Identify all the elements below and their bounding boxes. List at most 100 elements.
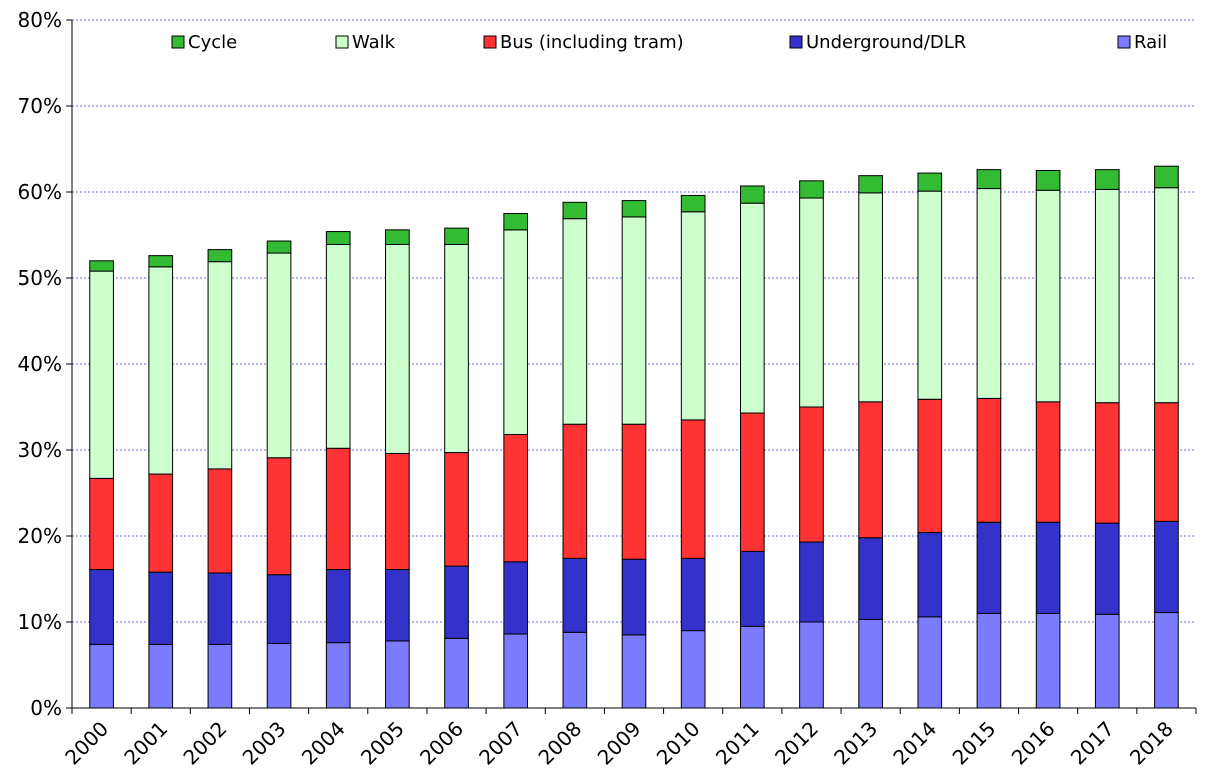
- bar-segment-walk-2005: [385, 243, 410, 454]
- bar-segment-bus-including-tram-2007: [503, 434, 529, 563]
- x-tick-label: 2006: [415, 717, 468, 770]
- bar-segment-underground-dlr-2014: [917, 532, 943, 618]
- bar-segment-underground-dlr-2001: [148, 571, 174, 645]
- bar-segment-underground-dlr-2017: [1094, 522, 1120, 615]
- legend-label: Cycle: [188, 32, 237, 53]
- x-tick-label: 2008: [533, 717, 586, 770]
- bar-segment-walk-2008: [562, 218, 588, 425]
- x-tick-label: 2003: [238, 717, 291, 770]
- bar-segment-walk-2018: [1154, 187, 1179, 404]
- bar-segment-rail-2012: [799, 621, 824, 709]
- bar-segment-bus-including-tram-2010: [680, 419, 706, 559]
- bar-stacks: [89, 165, 1179, 709]
- bar-segment-cycle-2017: [1094, 169, 1120, 190]
- axes: [66, 19, 1197, 714]
- legend-swatch: [789, 35, 803, 49]
- bar-segment-underground-dlr-2015: [976, 521, 1002, 614]
- bar-segment-underground-dlr-2008: [562, 557, 588, 633]
- legend-swatch: [1117, 35, 1131, 49]
- y-tick-label: 60%: [18, 180, 62, 204]
- bar-segment-bus-including-tram-2018: [1154, 402, 1179, 522]
- x-tick-label: 2011: [711, 717, 764, 770]
- bar-segment-rail-2003: [266, 643, 292, 709]
- bar-segment-underground-dlr-2010: [680, 557, 706, 632]
- bar-segment-cycle-2008: [562, 201, 588, 220]
- bar-segment-bus-including-tram-2012: [799, 406, 824, 543]
- bar-segment-walk-2002: [207, 261, 233, 470]
- bar-segment-bus-including-tram-2016: [1035, 401, 1061, 523]
- bar-segment-cycle-2011: [739, 185, 765, 204]
- x-tick-label: 2014: [888, 717, 941, 770]
- bar-segment-walk-2003: [266, 252, 292, 459]
- bar-segment-rail-2001: [148, 643, 174, 709]
- bar-segment-walk-2001: [148, 266, 174, 475]
- bar-segment-rail-2016: [1035, 612, 1061, 709]
- x-tick-label: 2015: [948, 717, 1001, 770]
- y-tick-label: 10%: [18, 610, 62, 634]
- legend-label: Rail: [1134, 32, 1167, 53]
- bar-segment-underground-dlr-2000: [89, 569, 114, 645]
- bar-segment-cycle-2007: [503, 213, 529, 231]
- bar-segment-cycle-2006: [444, 227, 469, 245]
- bar-segment-bus-including-tram-2015: [976, 397, 1002, 523]
- y-tick-label: 70%: [18, 94, 62, 118]
- bar-segment-bus-including-tram-2000: [89, 477, 114, 571]
- bar-segment-walk-2017: [1094, 188, 1120, 404]
- legend-label: Walk: [352, 32, 396, 53]
- bar-segment-rail-2002: [207, 643, 233, 709]
- bar-segment-bus-including-tram-2003: [266, 457, 292, 576]
- bar-segment-cycle-2016: [1035, 170, 1061, 191]
- bar-segment-walk-2015: [976, 188, 1002, 399]
- bar-segment-rail-2015: [976, 612, 1002, 709]
- bar-segment-cycle-2004: [325, 231, 351, 245]
- bar-segment-bus-including-tram-2009: [621, 423, 647, 560]
- legend-swatch: [171, 35, 185, 49]
- bar-segment-underground-dlr-2012: [799, 541, 824, 623]
- bar-segment-underground-dlr-2004: [325, 569, 351, 644]
- x-tick-label: 2005: [356, 717, 409, 770]
- legend-label: Bus (including tram): [500, 32, 684, 53]
- bar-segment-cycle-2013: [858, 175, 883, 194]
- bar-segment-rail-2009: [621, 634, 647, 709]
- y-tick-label: 80%: [18, 8, 62, 32]
- bar-segment-underground-dlr-2011: [739, 550, 765, 627]
- y-tick-label: 30%: [18, 438, 62, 462]
- bar-segment-cycle-2015: [976, 169, 1002, 190]
- bar-segment-rail-2008: [562, 631, 588, 709]
- bar-segment-cycle-2012: [799, 180, 824, 199]
- bar-segment-rail-2014: [917, 616, 943, 709]
- bar-segment-bus-including-tram-2008: [562, 423, 588, 559]
- bar-segment-rail-2004: [325, 642, 351, 709]
- bar-segment-underground-dlr-2013: [858, 537, 883, 620]
- x-tick-label: 2012: [770, 717, 823, 770]
- bar-segment-underground-dlr-2002: [207, 572, 233, 645]
- x-tick-label: 2018: [1125, 717, 1178, 770]
- bar-segment-rail-2018: [1154, 612, 1179, 709]
- legend-swatch: [335, 35, 349, 49]
- bar-segment-walk-2011: [739, 202, 765, 414]
- legend-swatch: [483, 35, 497, 49]
- x-tick-labels: 2000 2001 2002 2003 2004 2005 2006 2007 2008 2009…: [60, 717, 1178, 770]
- bar-segment-rail-2000: [89, 643, 114, 709]
- bar-segment-underground-dlr-2018: [1154, 520, 1179, 614]
- bar-segment-cycle-2018: [1154, 165, 1179, 189]
- bar-segment-rail-2010: [680, 630, 706, 709]
- bar-segment-cycle-2010: [680, 194, 706, 213]
- bar-segment-cycle-2014: [917, 172, 943, 192]
- bar-segment-cycle-2009: [621, 200, 647, 218]
- y-tick-label: 50%: [18, 266, 62, 290]
- x-tick-label: 2016: [1007, 717, 1060, 770]
- x-tick-label: 2010: [652, 717, 705, 770]
- bar-segment-walk-2016: [1035, 189, 1061, 403]
- bar-segment-walk-2012: [799, 197, 824, 408]
- x-tick-label: 2004: [297, 717, 350, 770]
- bar-segment-bus-including-tram-2001: [148, 473, 174, 573]
- bar-segment-underground-dlr-2006: [444, 565, 469, 639]
- bar-segment-walk-2014: [917, 190, 943, 400]
- bar-segment-walk-2007: [503, 229, 529, 436]
- y-tick-labels: 0% 10% 20% 30% 40% 50% 60% 70% 80%: [18, 8, 62, 720]
- y-tick-label: 0%: [30, 696, 62, 720]
- bar-segment-underground-dlr-2016: [1035, 521, 1061, 614]
- bar-segment-underground-dlr-2007: [503, 561, 529, 635]
- bar-segment-rail-2006: [444, 637, 469, 709]
